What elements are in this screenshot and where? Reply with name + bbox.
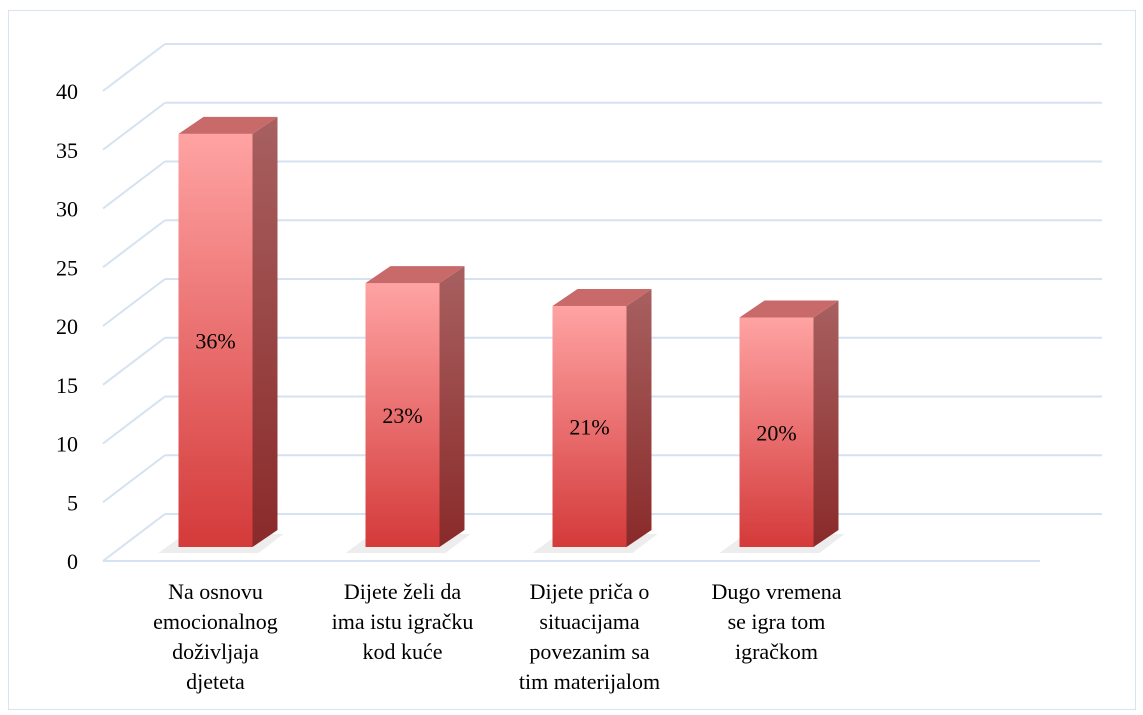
gridline-diagonal-20 [102, 278, 166, 327]
bar-top-1 [178, 116, 278, 134]
bars [158, 116, 845, 553]
y-tick-label: 5 [67, 490, 78, 515]
bar-top-3 [552, 289, 652, 307]
x-category-label-line: djeteta [186, 669, 245, 694]
gridline-diagonal-40 [102, 43, 166, 92]
gridlines [102, 43, 1102, 562]
labels: 0 5 10 15 20 25 30 35 40 36% Na osnovu emocionalnog… [56, 79, 842, 694]
x-category-label-4: Dugo vremena se igra tom igračkom [711, 579, 841, 664]
x-category-label-line: povezanim sa [529, 639, 650, 664]
x-category-label-line: ima istu igračku [332, 609, 474, 634]
gridline-diagonal-0 [102, 513, 166, 562]
y-tick-label: 35 [56, 138, 78, 163]
y-tick-label: 15 [56, 373, 78, 398]
x-category-label-line: situacijama [539, 609, 639, 634]
x-category-label-line: Dugo vremena [711, 579, 841, 604]
gridline-diagonal-5 [102, 454, 166, 504]
bar-top-2 [365, 266, 465, 284]
data-label-3: 21% [569, 415, 609, 440]
x-category-label-line: Na osnovu [168, 579, 263, 604]
y-tick-label: 40 [56, 79, 78, 104]
gridline-diagonal-10 [102, 395, 166, 445]
gridline-diagonal-35 [102, 101, 166, 151]
data-label-2: 23% [382, 403, 422, 428]
gridline-diagonal-15 [102, 336, 166, 386]
x-category-label-1: Na osnovu emocionalnog doživljaja djeteta [153, 579, 278, 694]
y-tick-label: 20 [56, 314, 78, 339]
x-category-label-line: doživljaja [172, 639, 259, 664]
x-category-label-2: Dijete želi da ima istu igračku kod kuće [332, 579, 474, 664]
bar-front-3 [552, 306, 627, 547]
bar-side-4 [813, 300, 839, 547]
x-category-label-line: Dijete želi da [344, 579, 462, 604]
bar-side-2 [439, 266, 465, 547]
data-label-4: 20% [756, 420, 796, 445]
data-label-1: 36% [195, 328, 235, 353]
x-category-label-line: tim materijalom [519, 669, 660, 694]
y-tick-label: 0 [67, 549, 78, 574]
bar-side-3 [626, 289, 652, 547]
bar-side-1 [252, 116, 278, 548]
bar-front-2 [365, 283, 440, 547]
x-category-label-3: Dijete priča o situacijama povezanim sa tim… [519, 579, 660, 694]
bar-front-4 [739, 317, 814, 547]
gridline-diagonal-30 [102, 160, 166, 210]
y-tick-label: 10 [56, 432, 78, 457]
bar-front-1 [178, 133, 253, 547]
gridline-diagonal-25 [102, 219, 166, 269]
x-category-label-line: Dijete priča o [530, 579, 650, 604]
x-category-label-line: emocionalnog [153, 609, 278, 634]
y-tick-label: 25 [56, 255, 78, 280]
x-category-label-line: igračkom [735, 639, 818, 664]
bar-top-4 [739, 300, 839, 318]
x-category-label-line: kod kuće [362, 639, 442, 664]
y-tick-label: 30 [56, 197, 78, 222]
x-category-label-line: se igra tom [728, 609, 826, 634]
